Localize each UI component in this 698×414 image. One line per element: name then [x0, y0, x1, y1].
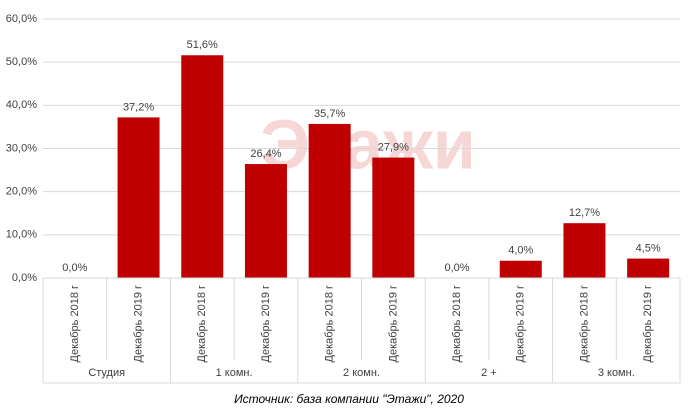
value-label: 4,0%	[508, 245, 533, 257]
x-tick-label: Декабрь 2018 г	[578, 285, 590, 362]
bar	[117, 117, 160, 278]
group-label: 3 комн.	[598, 367, 635, 379]
group-label: 2 комн.	[343, 367, 380, 379]
x-tick-label: Декабрь 2018 г	[69, 285, 81, 362]
bar	[627, 258, 670, 278]
bar	[499, 260, 542, 278]
x-tick-label: Декабрь 2018 г	[324, 285, 336, 362]
x-tick-label: Декабрь 2019 г	[132, 285, 144, 362]
y-tick-label: 30,0%	[6, 142, 37, 154]
y-tick-label: 40,0%	[6, 99, 37, 111]
y-tick-label: 10,0%	[6, 229, 37, 241]
watermark: Этажи	[260, 105, 476, 183]
value-label: 35,7%	[314, 108, 345, 120]
x-tick-label: Декабрь 2019 г	[515, 285, 527, 362]
x-tick-label: Декабрь 2019 г	[260, 285, 272, 362]
bar	[372, 157, 415, 278]
x-tick-label: Декабрь 2018 г	[451, 285, 463, 362]
value-label: 26,4%	[250, 148, 281, 160]
value-label: 0,0%	[445, 262, 470, 274]
value-label: 4,5%	[636, 242, 661, 254]
x-tick-label: Декабрь 2019 г	[387, 285, 399, 362]
bar	[181, 55, 224, 279]
bar	[308, 123, 351, 279]
value-label: 27,9%	[378, 141, 409, 153]
caption: Источник: база компании "Этажи", 2020	[234, 392, 464, 406]
bar	[244, 164, 287, 278]
group-label: Студия	[88, 367, 125, 379]
group-label: 1 комн.	[216, 367, 253, 379]
value-label: 12,7%	[569, 207, 600, 219]
y-tick-label: 0,0%	[12, 272, 37, 284]
value-label: 37,2%	[123, 101, 154, 113]
x-tick-label: Декабрь 2019 г	[642, 285, 654, 362]
x-tick-label: Декабрь 2018 г	[196, 285, 208, 362]
y-tick-label: 60,0%	[6, 13, 37, 25]
bar	[563, 223, 606, 278]
value-label: 51,6%	[187, 39, 218, 51]
y-tick-label: 20,0%	[6, 186, 37, 198]
group-label: 2 +	[481, 367, 497, 379]
y-tick-label: 50,0%	[6, 56, 37, 68]
value-label: 0,0%	[62, 262, 87, 274]
